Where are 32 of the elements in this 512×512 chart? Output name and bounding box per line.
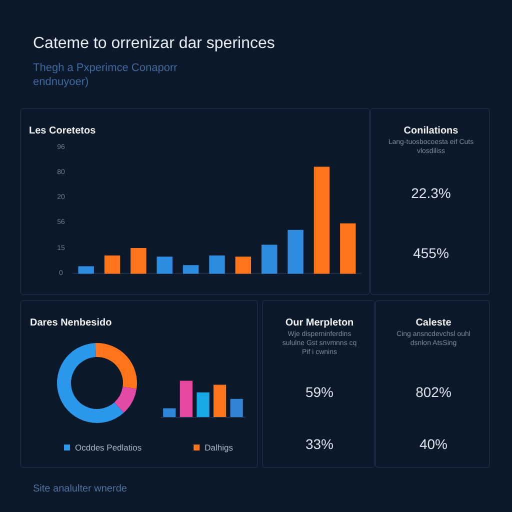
bar <box>214 384 226 417</box>
text: Cateme to orrenizar dar sperinces <box>33 34 275 54</box>
text: Caleste <box>416 317 452 329</box>
bar <box>156 256 172 274</box>
text: 22.3% <box>411 184 451 202</box>
legend-label: Dalhigs <box>204 442 233 452</box>
bar <box>235 256 252 274</box>
text: 33% <box>305 436 334 452</box>
text: 40% <box>419 436 448 452</box>
bar <box>340 223 356 274</box>
chart-title: Les Coretetos <box>29 125 96 137</box>
bar <box>196 392 210 417</box>
bar <box>78 266 94 274</box>
bar <box>262 244 278 274</box>
text: Our Merpleton <box>285 317 354 329</box>
bar <box>130 248 146 274</box>
bar <box>180 380 192 417</box>
text: 59% <box>305 384 334 400</box>
bar <box>182 265 199 274</box>
bar <box>288 230 304 274</box>
bar <box>209 256 225 274</box>
text: Conilations <box>404 125 458 137</box>
text: 455% <box>413 244 449 262</box>
bar <box>163 408 176 417</box>
bar <box>314 166 330 274</box>
bar <box>230 398 243 417</box>
chart-title: Dares Nenbesido <box>30 317 112 329</box>
text: Site analulter wnerde <box>33 483 127 495</box>
text: 802% <box>416 384 452 400</box>
legend-label: Ocddes Pedlatios <box>75 442 142 452</box>
text: Thegh a Pxperimce Conaporr endnuyoer) <box>33 61 178 89</box>
bar <box>104 256 120 274</box>
